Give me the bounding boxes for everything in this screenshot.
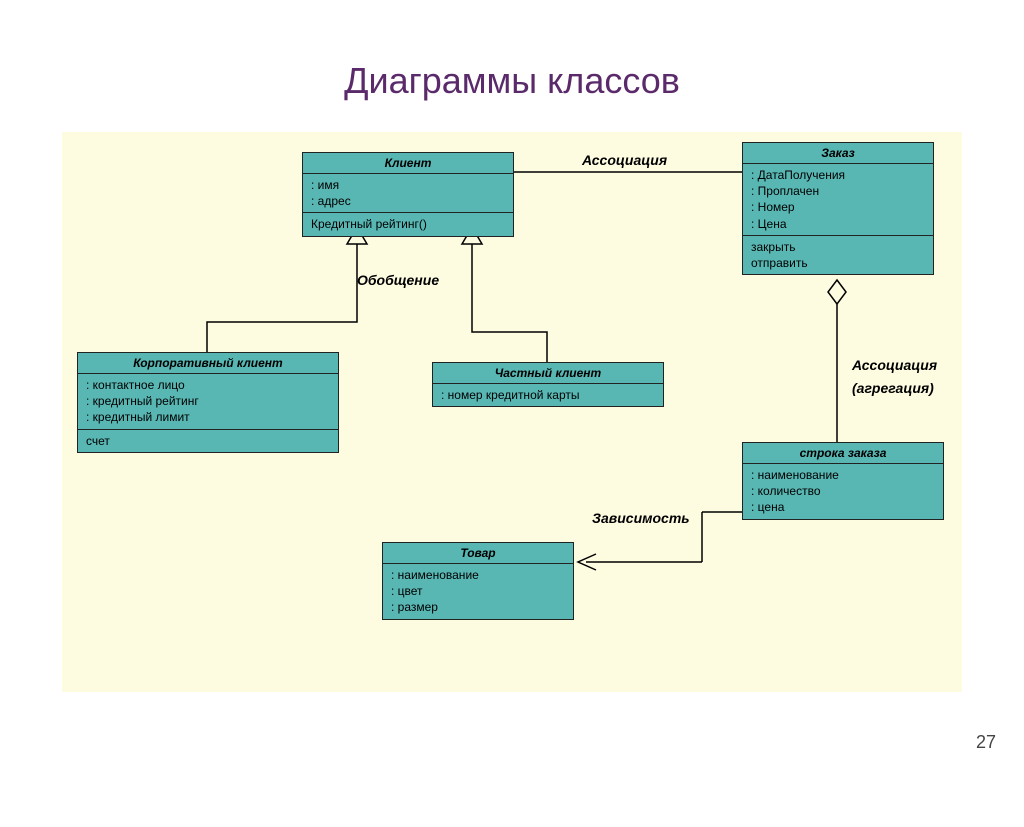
class-attribute: : ДатаПолучения — [751, 167, 925, 183]
class-operation: отправить — [751, 255, 925, 271]
class-operations: счет — [78, 430, 338, 452]
class-attributes: : имя: адрес — [303, 174, 513, 213]
page-title: Диаграммы классов — [0, 60, 1024, 102]
class-attributes: : номер кредитной карты — [433, 384, 663, 406]
class-attribute: : размер — [391, 599, 565, 615]
class-operation: закрыть — [751, 239, 925, 255]
class-client: Клиент: имя: адресКредитный рейтинг() — [302, 152, 514, 237]
class-attribute: : имя — [311, 177, 505, 193]
class-title: Товар — [383, 543, 573, 564]
class-attributes: : наименование: цвет: размер — [383, 564, 573, 619]
class-attribute: : кредитный лимит — [86, 409, 330, 425]
class-operations: закрытьотправить — [743, 236, 933, 274]
class-attribute: : номер кредитной карты — [441, 387, 655, 403]
class-corp-client: Корпоративный клиент: контактное лицо: к… — [77, 352, 339, 453]
label-aggregation-1: Ассоциация — [852, 357, 937, 373]
class-attributes: : контактное лицо: кредитный рейтинг: кр… — [78, 374, 338, 430]
class-title: Корпоративный клиент — [78, 353, 338, 374]
class-operation: счет — [86, 433, 330, 449]
label-aggregation-2: (агрегация) — [852, 380, 934, 396]
class-private-client: Частный клиент : номер кредитной карты — [432, 362, 664, 407]
label-generalization: Обобщение — [357, 272, 439, 288]
page-number: 27 — [976, 732, 996, 753]
class-attributes: : ДатаПолучения: Проплачен: Номер: Цена — [743, 164, 933, 236]
class-operations: Кредитный рейтинг() — [303, 213, 513, 235]
class-order: Заказ: ДатаПолучения: Проплачен: Номер: … — [742, 142, 934, 275]
label-association: Ассоциация — [582, 152, 667, 168]
class-operation: Кредитный рейтинг() — [311, 216, 505, 232]
class-order-line: строка заказа: наименование: количество:… — [742, 442, 944, 520]
class-title: Частный клиент — [433, 363, 663, 384]
class-attribute: : наименование — [751, 467, 935, 483]
class-title: строка заказа — [743, 443, 943, 464]
class-attribute: : кредитный рейтинг — [86, 393, 330, 409]
class-attributes: : наименование: количество: цена — [743, 464, 943, 519]
class-attribute: : контактное лицо — [86, 377, 330, 393]
class-attribute: : наименование — [391, 567, 565, 583]
diagram-canvas: Ассоциация Обобщение Ассоциация (агрегац… — [62, 132, 962, 692]
class-attribute: : Проплачен — [751, 183, 925, 199]
class-attribute: : цена — [751, 499, 935, 515]
class-attribute: : адрес — [311, 193, 505, 209]
class-title: Клиент — [303, 153, 513, 174]
class-title: Заказ — [743, 143, 933, 164]
class-attribute: : цвет — [391, 583, 565, 599]
class-product: Товар: наименование: цвет: размер — [382, 542, 574, 620]
class-attribute: : Номер — [751, 199, 925, 215]
label-dependency: Зависимость — [592, 510, 690, 526]
class-attribute: : Цена — [751, 216, 925, 232]
class-attribute: : количество — [751, 483, 935, 499]
